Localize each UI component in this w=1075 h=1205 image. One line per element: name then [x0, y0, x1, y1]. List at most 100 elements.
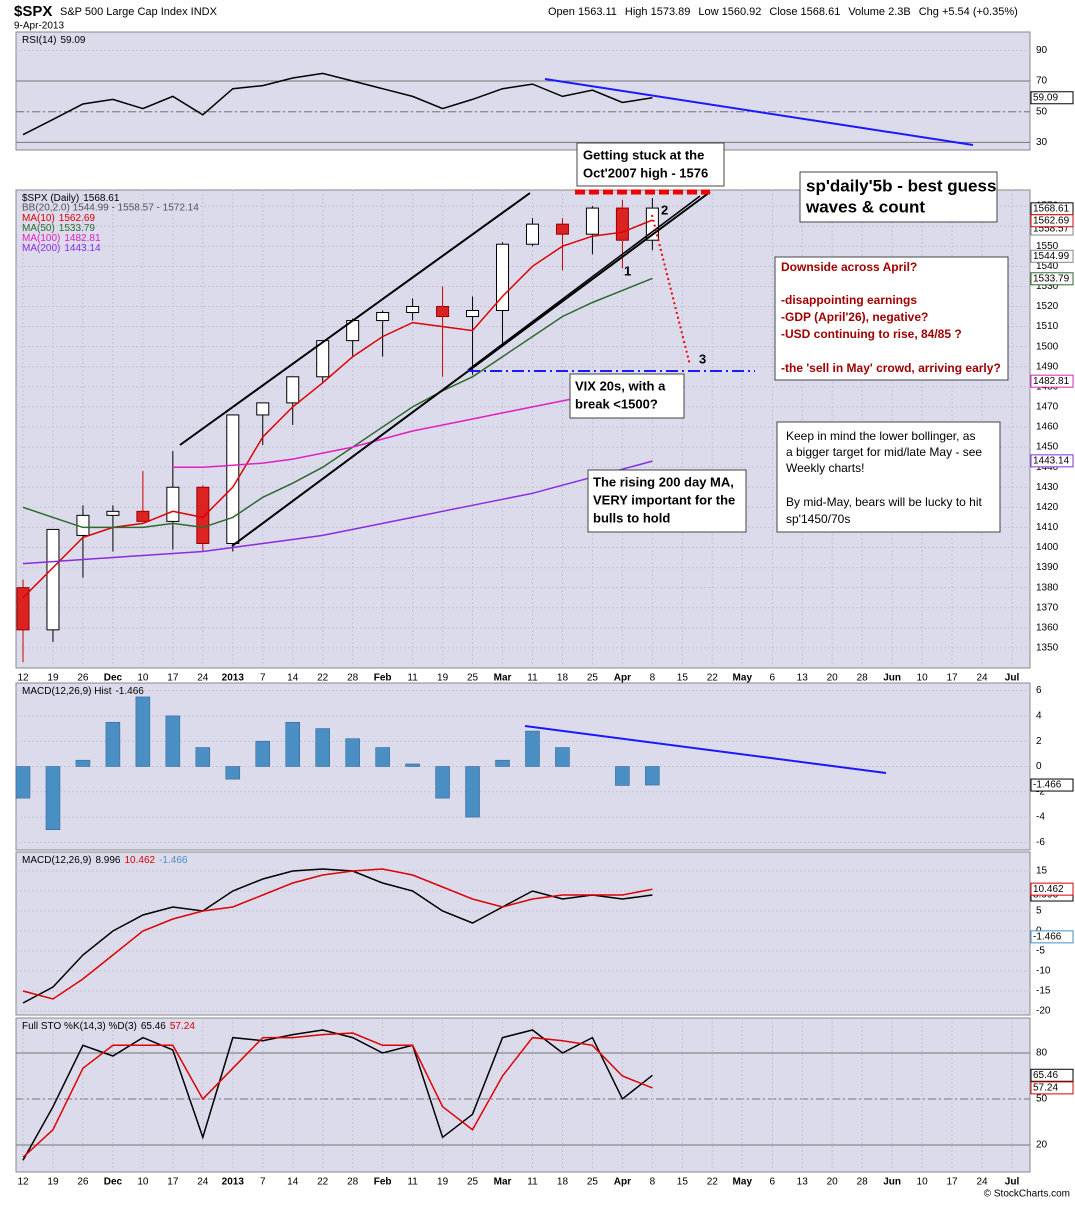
y-tick-label: 30	[1036, 137, 1048, 148]
candle-body	[555, 223, 569, 235]
x-tick-label: 24	[197, 673, 209, 684]
histogram-bar	[15, 766, 31, 799]
candle-body	[226, 414, 240, 544]
note: Oct'2007 high - 1576	[583, 165, 708, 180]
y-tick-label: 1500	[1036, 341, 1059, 352]
series-line	[22, 460, 653, 565]
legend-value: 10.462	[125, 855, 156, 866]
candle-body	[406, 305, 420, 314]
wave-label: 3	[699, 351, 706, 366]
x-tick-label: 18	[557, 673, 569, 684]
legend-value: -1.466	[159, 855, 188, 866]
value-tag-box	[1030, 91, 1074, 105]
y-tick-label: 90	[1036, 45, 1048, 56]
y-tick-label: 6	[1036, 685, 1042, 696]
value-tag-box	[1030, 454, 1074, 468]
histogram-bar	[345, 738, 360, 767]
panel-bg	[15, 851, 1031, 1016]
legend-title: MACD(12,26,9) Hist	[22, 686, 112, 697]
note: a bigger target for mid/late May - see	[786, 445, 982, 459]
date: 9-Apr-2013	[14, 21, 64, 32]
x-tick-label: 18	[557, 1177, 569, 1188]
x-tick-label: Feb	[374, 1177, 392, 1188]
legend: Full STO %K(14,3) %D(3) 65.46 57.24	[22, 1021, 195, 1032]
value-tag: 1533.79	[1033, 273, 1070, 284]
y-tick-label: 15	[1036, 866, 1048, 877]
symbol-name: S&P 500 Large Cap Index INDX	[60, 6, 218, 18]
y-tick-label: 1410	[1036, 522, 1059, 533]
candle-body	[46, 528, 60, 631]
x-tick-label: 20	[827, 1177, 839, 1188]
histogram-bar	[615, 766, 630, 786]
note: bulls to hold	[593, 510, 670, 525]
channel-line	[467, 195, 701, 371]
series-line	[22, 277, 653, 529]
y-tick-label: 1430	[1036, 482, 1059, 493]
y-tick-label: 80	[1036, 1048, 1048, 1059]
value-tag-box	[1030, 930, 1074, 944]
legend-value: 1568.61	[83, 193, 120, 204]
legend: RSI(14) 59.09	[22, 35, 86, 46]
x-tick-label: Feb	[374, 673, 392, 684]
value-tag-box	[1030, 249, 1074, 263]
legend-value: 65.46	[141, 1021, 166, 1032]
series-line	[22, 868, 653, 1004]
y-tick-label: 1490	[1036, 361, 1059, 372]
candle-body	[16, 587, 30, 631]
y-tick-label: -5	[1036, 946, 1045, 957]
x-tick-label: Dec	[104, 673, 123, 684]
series-line	[22, 868, 653, 1000]
y-tick-label: 5	[1036, 906, 1042, 917]
wave-label: 2	[661, 202, 668, 217]
legend-entry: MA(200) 1443.14	[22, 243, 101, 254]
x-tick-label: 7	[260, 1177, 266, 1188]
note: -disappointing earnings	[781, 293, 917, 307]
histogram-bar	[255, 740, 271, 767]
quote-item: Chg +5.54 (+0.35%)	[919, 6, 1018, 18]
wave-label: 1	[624, 263, 631, 278]
x-tick-label: 11	[527, 1177, 538, 1188]
histogram-bar	[555, 747, 570, 767]
legend-title: Full STO %K(14,3) %D(3)	[22, 1021, 137, 1032]
x-tick-label: 22	[317, 673, 329, 684]
legend: BB(20,2.0) 1544.99 - 1558.57 - 1572.14	[22, 203, 199, 214]
y-tick-label: 1380	[1036, 582, 1059, 593]
note: VERY important for the	[593, 492, 735, 507]
quote-item: Open 1563.11	[548, 6, 617, 18]
x-tick-label: 26	[77, 1177, 89, 1188]
panel-bg	[15, 1017, 1031, 1173]
histogram-bar	[285, 721, 300, 767]
candle-body	[376, 312, 390, 322]
candle-body	[316, 340, 330, 378]
histogram-bar	[405, 763, 420, 767]
candle-body	[466, 310, 480, 318]
value-tag: 65.46	[1033, 1070, 1058, 1081]
candle-body	[136, 510, 150, 522]
channel-line	[231, 191, 711, 547]
projection	[651, 214, 691, 366]
x-tick-label: 8	[650, 673, 656, 684]
x-tick-label: 19	[47, 1177, 59, 1188]
x-tick-label: Mar	[494, 673, 512, 684]
x-tick-label: 25	[467, 1177, 479, 1188]
channel-line	[179, 192, 531, 446]
value-tag-box	[1030, 1081, 1074, 1095]
x-tick-label: 25	[467, 673, 479, 684]
x-tick-label: 26	[77, 673, 89, 684]
note: VIX 20s, with a	[575, 378, 666, 393]
x-tick-label: 6	[769, 673, 775, 684]
x-tick-label: 28	[347, 673, 359, 684]
x-tick-label: 22	[707, 673, 719, 684]
note: -GDP (April'26), negative?	[781, 310, 928, 324]
y-tick-label: 1460	[1036, 422, 1059, 433]
x-tick-label: 15	[677, 1177, 689, 1188]
y-tick-label: 1420	[1036, 502, 1059, 513]
value-tag: 1544.99	[1033, 251, 1070, 262]
y-tick-label: 1550	[1036, 241, 1059, 252]
panel-bg	[15, 31, 1031, 151]
quote: Open 1563.11 High 1573.89 Low 1560.92 Close…	[548, 6, 1018, 18]
legend-entry: MA(50) 1533.79	[22, 223, 95, 234]
y-tick-label: 1540	[1036, 261, 1059, 272]
x-tick-label: 19	[47, 673, 59, 684]
